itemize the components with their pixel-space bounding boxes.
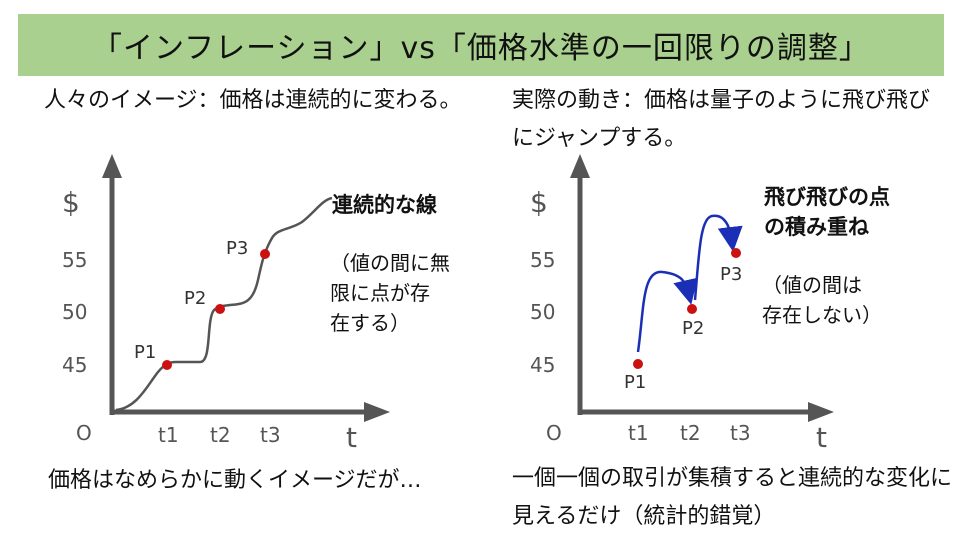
x-axis-arrowhead xyxy=(808,402,834,422)
x-tick-label: t2 xyxy=(210,423,231,447)
point-label-p1: P1 xyxy=(624,372,646,393)
x-axis-symbol: t xyxy=(346,421,357,454)
price-point-p1 xyxy=(162,360,172,370)
continuous-price-curve xyxy=(115,196,333,412)
x-axis-symbol: t xyxy=(816,421,827,454)
annotation-title: の積み重ね xyxy=(764,215,869,239)
jump-arrow-p1-p2 xyxy=(636,270,698,353)
point-label-p3: P3 xyxy=(720,264,742,285)
point-label-p3: P3 xyxy=(226,238,248,259)
annotation-line: （値の間は xyxy=(762,273,862,297)
price-point-p3 xyxy=(731,248,741,258)
x-tick-label: t1 xyxy=(628,421,649,445)
point-label-p2: P2 xyxy=(184,288,206,309)
y-tick-label: 55 xyxy=(62,248,87,272)
x-tick-label: t2 xyxy=(680,421,701,445)
continuous-price-diagram: $ t O 55 50 45 t1 t2 t3 P1 P2 P3 連続的な線 （… xyxy=(62,154,450,454)
right-description: 実際の動き：価格は量子のように飛び飛びにジャンプする。 xyxy=(512,88,931,151)
y-axis-symbol: $ xyxy=(530,186,548,219)
x-tick-label: t1 xyxy=(158,423,179,447)
price-point-p3 xyxy=(260,249,270,259)
left-footer: 価格はなめらかに動くイメージだが… xyxy=(48,468,422,493)
origin-label: O xyxy=(76,421,92,445)
y-axis-arrowhead xyxy=(570,154,590,178)
annotation-line: 限に点が存 xyxy=(330,281,430,305)
annotation-line: 在する） xyxy=(330,311,410,335)
title-banner: 「インフレーション」vs「価格水準の一回限りの調整」 xyxy=(18,14,944,76)
y-axis-arrowhead xyxy=(102,154,122,178)
y-tick-label: 45 xyxy=(530,353,555,377)
page-title: 「インフレーション」vs「価格水準の一回限りの調整」 xyxy=(92,31,870,66)
y-tick-label: 50 xyxy=(530,300,555,324)
x-axis-arrowhead xyxy=(364,402,390,422)
annotation-title: 連続的な線 xyxy=(332,193,437,217)
annotation-line: 存在しない） xyxy=(762,303,882,327)
point-label-p1: P1 xyxy=(134,342,156,363)
jump-arrow-p2-p3 xyxy=(693,214,743,301)
y-axis-symbol: $ xyxy=(62,186,80,219)
right-footer: 一個一個の取引が集積すると連続的な変化に見えるだけ（統計的錯覚） xyxy=(512,466,953,529)
y-tick-label: 55 xyxy=(530,248,555,272)
price-point-p2 xyxy=(215,304,225,314)
y-tick-label: 50 xyxy=(62,300,87,324)
discrete-price-diagram: $ t O 55 50 45 t1 t2 t3 P1 P2 P3 飛び飛びの点 … xyxy=(530,154,890,454)
annotation-title: 飛び飛びの点 xyxy=(764,185,890,209)
price-point-p2 xyxy=(687,304,697,314)
left-description: 人々のイメージ：価格は連続的に変わる。 xyxy=(44,88,462,113)
point-label-p2: P2 xyxy=(682,318,704,339)
x-tick-label: t3 xyxy=(260,423,281,447)
x-tick-label: t3 xyxy=(730,421,751,445)
y-tick-label: 45 xyxy=(62,353,87,377)
price-point-p1 xyxy=(633,359,643,369)
annotation-line: （値の間に無 xyxy=(330,251,450,275)
origin-label: O xyxy=(546,421,562,445)
